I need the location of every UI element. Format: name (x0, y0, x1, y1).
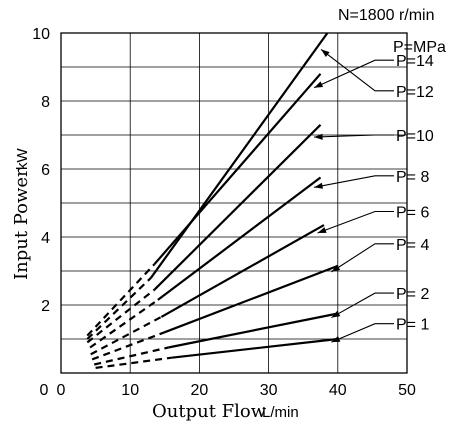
leader-line (314, 134, 394, 138)
leader-line (317, 210, 394, 234)
leader-arrowhead (317, 227, 327, 233)
leader-line (331, 243, 394, 273)
leader-arrowhead (314, 81, 324, 88)
y-tick-label: 10 (32, 26, 50, 43)
series-line-dashed (90, 315, 162, 356)
series-line-dashed (89, 298, 159, 349)
series-labels: P=14 P=12 P=10 P= 8 P= 6 P= 4 P= 2 P= 1 (396, 53, 434, 334)
series-line-solid (153, 124, 322, 291)
series-line-solid (168, 312, 339, 349)
x-axis-label: Output Flow (152, 401, 267, 421)
y-axis-unit: kW (14, 148, 31, 171)
series-line-solid (157, 176, 322, 301)
plot-frame (60, 32, 408, 374)
series-label: P= 1 (396, 317, 429, 334)
leader-line (314, 175, 394, 188)
series-line-solid (171, 337, 338, 359)
series-line-solid (160, 224, 325, 318)
series-label: P= 4 (396, 237, 429, 254)
series-label: P= 2 (396, 286, 429, 303)
leader-arrowhead (314, 182, 324, 189)
y-tick-label: 4 (41, 230, 50, 247)
y-axis-title: Input Power kW (11, 148, 32, 281)
leader-line (313, 59, 394, 89)
leader-arrowhead (314, 133, 323, 140)
series-lines (86, 32, 339, 369)
leader-arrowhead (331, 336, 341, 343)
x-tick-label: 50 (398, 382, 416, 399)
series-line-dashed (91, 331, 166, 361)
series-label: P= 8 (396, 169, 429, 186)
series-line-dashed (95, 356, 172, 369)
series-line-solid (150, 32, 329, 279)
series-line-dashed (86, 263, 156, 337)
series-label: P=12 (396, 84, 434, 101)
x-tick-label: 40 (329, 382, 347, 399)
series-line-dashed (86, 288, 156, 344)
x-axis-title: Output Flow L/min (152, 401, 299, 421)
series-label: P= 6 (396, 205, 429, 222)
x-tick-label: 0 (57, 382, 66, 399)
leader-arrowhead (321, 49, 330, 57)
chart-title: N=1800 r/min (338, 7, 435, 24)
x-tick-label: 10 (121, 382, 139, 399)
y-axis-label: Input Power (11, 168, 32, 280)
leader-line (320, 48, 394, 92)
y-tick-label: 2 (41, 298, 50, 315)
leader-line (331, 292, 394, 319)
origin-label: 0 (40, 382, 49, 399)
y-tick-label: 8 (41, 94, 50, 111)
leader-arrowhead (331, 310, 341, 318)
series-line-dashed (86, 277, 152, 340)
label-leaders (313, 48, 394, 343)
leader-line (331, 323, 394, 343)
x-tick-label: 30 (260, 382, 278, 399)
legend-header: P=MPa (393, 39, 446, 56)
series-line-solid (153, 73, 322, 265)
series-line-solid (164, 264, 339, 334)
y-tick-labels: 2 4 6 8 10 0 (32, 26, 50, 399)
series-label: P=14 (396, 53, 434, 70)
series-line-dashed (93, 346, 169, 366)
x-tick-label: 20 (191, 382, 209, 399)
x-tick-labels: 0 10 20 30 40 50 (57, 382, 416, 399)
series-label: P=10 (396, 128, 434, 145)
leader-arrowhead (331, 264, 341, 272)
grid-lines (61, 33, 407, 373)
y-tick-label: 6 (41, 162, 50, 179)
x-axis-unit: L/min (262, 404, 299, 421)
